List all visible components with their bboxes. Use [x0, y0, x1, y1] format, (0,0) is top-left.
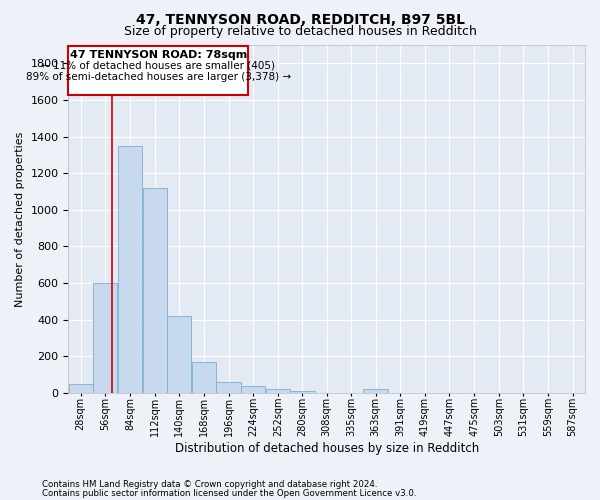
Y-axis label: Number of detached properties: Number of detached properties — [15, 131, 25, 306]
Bar — [217, 382, 241, 393]
Text: ← 11% of detached houses are smaller (405): ← 11% of detached houses are smaller (40… — [41, 60, 275, 70]
Text: 47 TENNYSON ROAD: 78sqm: 47 TENNYSON ROAD: 78sqm — [70, 50, 247, 59]
Text: Contains HM Land Registry data © Crown copyright and database right 2024.: Contains HM Land Registry data © Crown c… — [42, 480, 377, 489]
Bar — [192, 362, 216, 393]
Bar — [118, 146, 142, 393]
Bar — [68, 384, 93, 393]
Bar — [364, 389, 388, 393]
Bar — [93, 283, 118, 393]
Text: 89% of semi-detached houses are larger (3,378) →: 89% of semi-detached houses are larger (… — [26, 72, 291, 83]
X-axis label: Distribution of detached houses by size in Redditch: Distribution of detached houses by size … — [175, 442, 479, 455]
Bar — [290, 392, 314, 393]
Bar — [266, 389, 290, 393]
Text: 47, TENNYSON ROAD, REDDITCH, B97 5BL: 47, TENNYSON ROAD, REDDITCH, B97 5BL — [136, 12, 464, 26]
Bar — [241, 386, 265, 393]
Text: Size of property relative to detached houses in Redditch: Size of property relative to detached ho… — [124, 25, 476, 38]
Bar — [68, 46, 248, 96]
Bar — [143, 188, 167, 393]
Text: Contains public sector information licensed under the Open Government Licence v3: Contains public sector information licen… — [42, 490, 416, 498]
Bar — [167, 316, 191, 393]
